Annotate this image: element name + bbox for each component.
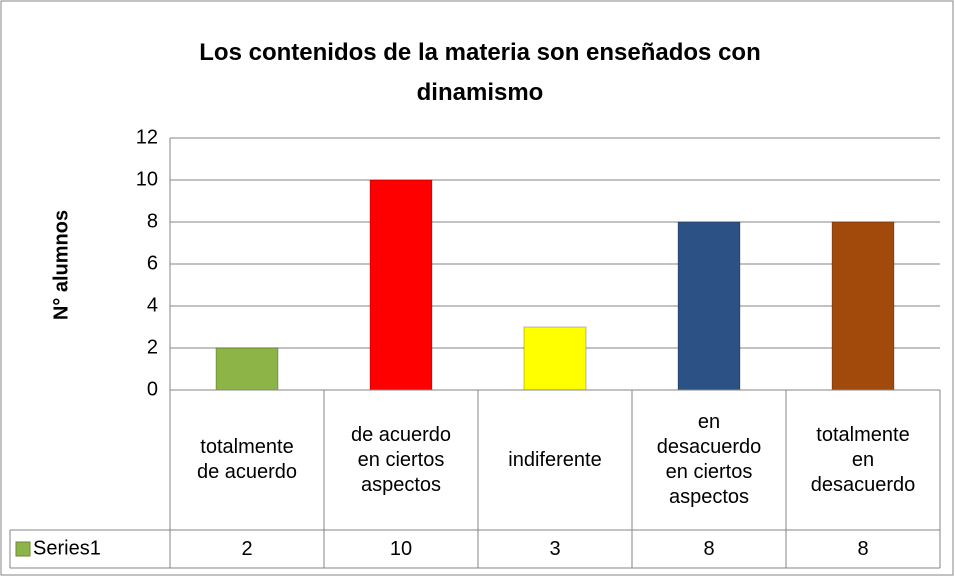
chart-title: Los contenidos de la materia son enseñad… <box>199 38 761 106</box>
table-value: 8 <box>703 537 715 560</box>
y-tick-label: 6 <box>147 252 158 274</box>
table-value: 10 <box>389 537 413 560</box>
table-value: 2 <box>241 537 253 560</box>
table-value: 3 <box>549 537 561 560</box>
x-tick-label: totalmente de acuerdo <box>196 436 298 483</box>
legend-key <box>15 541 31 557</box>
x-tick-label: totalmente en desacuerdo <box>810 423 916 496</box>
bar <box>677 221 741 391</box>
y-tick-label: 2 <box>147 336 158 358</box>
bar <box>215 347 279 391</box>
y-tick-label: 4 <box>147 294 158 316</box>
y-tick-label: 10 <box>136 168 158 190</box>
y-tick-label: 12 <box>136 126 158 148</box>
x-tick-label: indiferente <box>508 448 602 471</box>
y-tick-label: 0 <box>147 378 158 400</box>
bar <box>523 326 587 391</box>
x-tick-label: en desacuerdo en ciertos aspectos <box>656 411 762 508</box>
y-axis-label: N° alumnos <box>50 210 72 320</box>
bar <box>831 221 895 391</box>
x-tick-label: de acuerdo en ciertos aspectos <box>350 423 452 496</box>
legend-label: Series1 <box>33 537 101 559</box>
bar <box>369 179 433 391</box>
y-tick-label: 8 <box>147 210 158 232</box>
table-value: 8 <box>857 537 869 560</box>
